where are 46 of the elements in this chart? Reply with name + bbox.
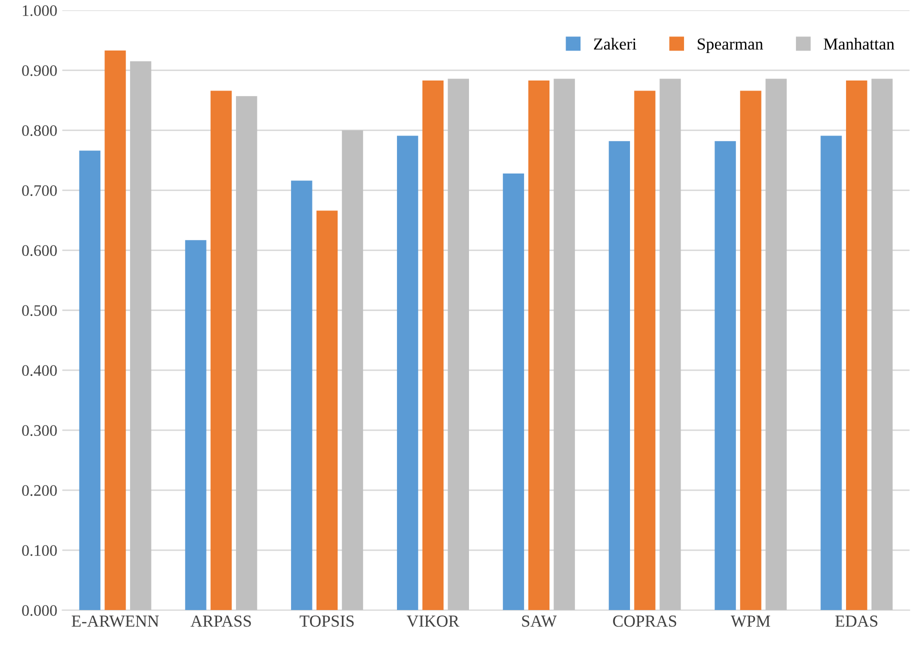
bar [871, 78, 893, 610]
bar [236, 96, 258, 610]
bar [820, 136, 842, 610]
bar [554, 78, 575, 610]
x-tick-label: EDAS [835, 616, 878, 627]
x-tick-label: E-ARWENN [72, 616, 159, 627]
x-tick-label: SAW [522, 616, 557, 627]
y-tick-label: 0.800 [22, 125, 57, 136]
bar [528, 80, 550, 610]
bar [291, 180, 312, 610]
bar [846, 80, 868, 610]
bar [766, 78, 787, 610]
bar [396, 136, 418, 610]
x-tick-label: ARPASS [190, 616, 251, 627]
bar [502, 173, 524, 610]
x-tick-label: COPRAS [613, 616, 676, 627]
y-tick-label: 0.300 [22, 425, 57, 436]
y-tick-label: 0.600 [22, 245, 57, 256]
x-tick-label: WPM [730, 616, 770, 627]
bar [316, 210, 338, 610]
y-tick-label: 0.400 [22, 365, 57, 376]
bar [634, 90, 656, 610]
y-tick-label: 0.100 [22, 545, 57, 556]
bar [210, 90, 232, 610]
y-tick-label: 0.500 [22, 305, 57, 316]
bar [448, 78, 469, 610]
y-tick-label: 1.000 [22, 5, 57, 16]
bar [608, 141, 630, 610]
bar [740, 90, 762, 610]
bar [79, 150, 100, 610]
bar [714, 141, 736, 610]
legend-label: Zakeri [594, 38, 636, 50]
bar [422, 80, 444, 610]
legend-label: Spearman [698, 38, 764, 54]
x-tick-label: VIKOR [406, 616, 460, 627]
x-tick-label: TOPSIS [300, 616, 354, 627]
bar [130, 61, 152, 610]
y-tick-label: 0.000 [22, 605, 57, 616]
bar [342, 130, 364, 610]
y-tick-label: 0.700 [22, 185, 57, 196]
y-tick-label: 0.900 [22, 65, 57, 76]
bar [104, 50, 126, 610]
y-tick-label: 0.200 [22, 485, 57, 496]
bar [660, 78, 681, 610]
legend-label: Manhattan [824, 38, 894, 50]
bar [185, 240, 206, 610]
